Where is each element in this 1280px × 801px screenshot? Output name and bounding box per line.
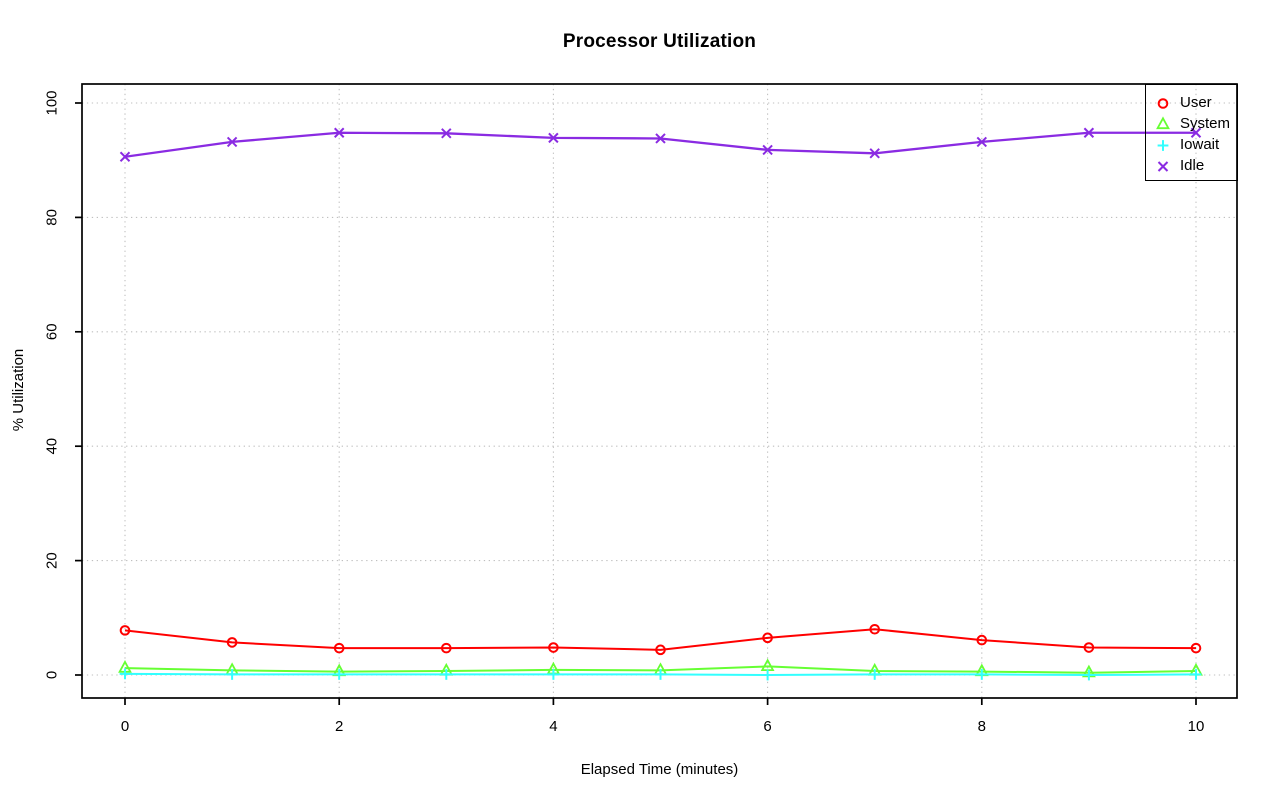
x-axis-title: Elapsed Time (minutes)	[580, 761, 739, 778]
x-marker-icon	[441, 128, 452, 139]
legend-box: User System Iowait Idle	[1145, 84, 1238, 181]
circle-marker-icon	[1190, 642, 1202, 654]
legend-circle-icon	[1157, 97, 1169, 109]
legend-item-user: User	[1146, 92, 1237, 113]
circle-marker-icon	[226, 637, 238, 648]
series-markers-user	[119, 623, 1202, 656]
series-markers-idle	[119, 127, 1202, 162]
y-tick-label: 80	[44, 209, 61, 226]
x-tick-label: 10	[1188, 718, 1205, 735]
circle-marker-icon	[869, 623, 881, 635]
circle-marker-icon	[333, 642, 345, 654]
triangle-marker-icon	[1156, 115, 1170, 129]
x-marker-icon	[333, 127, 345, 138]
x-marker-icon	[548, 132, 559, 144]
x-marker-icon	[976, 136, 988, 148]
x-tick-label: 4	[549, 718, 557, 735]
x-marker-icon	[119, 151, 131, 162]
triangle-marker-icon	[760, 658, 775, 672]
circle-marker-icon	[1157, 97, 1169, 109]
chart-title: Processor Utilization	[562, 31, 757, 52]
circle-marker-icon	[1083, 642, 1095, 653]
series-line-idle	[124, 131, 1196, 158]
y-tick-label: 20	[44, 552, 61, 569]
legend-triangle-icon	[1156, 115, 1170, 129]
x-marker-icon	[869, 148, 880, 159]
legend-label-idle: Idle	[1180, 157, 1205, 174]
circle-marker-icon	[655, 644, 666, 656]
circle-marker-icon	[976, 634, 988, 646]
circle-marker-icon	[119, 625, 131, 636]
x-marker-icon	[226, 136, 238, 148]
y-tick-label: 100	[44, 90, 61, 115]
circle-marker-icon	[548, 642, 559, 653]
x-marker-icon	[655, 133, 666, 144]
legend-plus-icon	[1157, 139, 1169, 151]
legend-label-user: User	[1180, 94, 1212, 111]
y-tick-label: 60	[44, 323, 61, 340]
series-markers-iowait	[119, 668, 1202, 681]
legend-item-idle: Idle	[1146, 155, 1237, 176]
y-tick-label: 0	[44, 671, 61, 679]
legend-item-iowait: Iowait	[1146, 134, 1237, 155]
legend-x-icon	[1157, 160, 1169, 172]
x-tick-label: 0	[121, 718, 129, 735]
x-tick-label: 2	[335, 718, 343, 735]
series-line-user	[124, 628, 1197, 651]
legend-label-iowait: Iowait	[1180, 136, 1220, 153]
y-tick-label: 40	[44, 438, 61, 455]
x-tick-label: 8	[978, 718, 986, 735]
y-axis-title: % Utilization	[10, 348, 27, 432]
x-marker-icon	[1190, 127, 1202, 138]
x-marker-icon	[1083, 127, 1095, 138]
circle-marker-icon	[441, 642, 452, 654]
legend-label-system: System	[1180, 115, 1231, 132]
legend-item-system: System	[1146, 113, 1237, 134]
x-marker-icon	[1157, 160, 1169, 172]
x-marker-icon	[762, 144, 773, 156]
plot-border	[81, 83, 1238, 699]
circle-marker-icon	[762, 632, 773, 644]
x-tick-label: 6	[763, 718, 771, 735]
gridlines	[82, 84, 1237, 698]
